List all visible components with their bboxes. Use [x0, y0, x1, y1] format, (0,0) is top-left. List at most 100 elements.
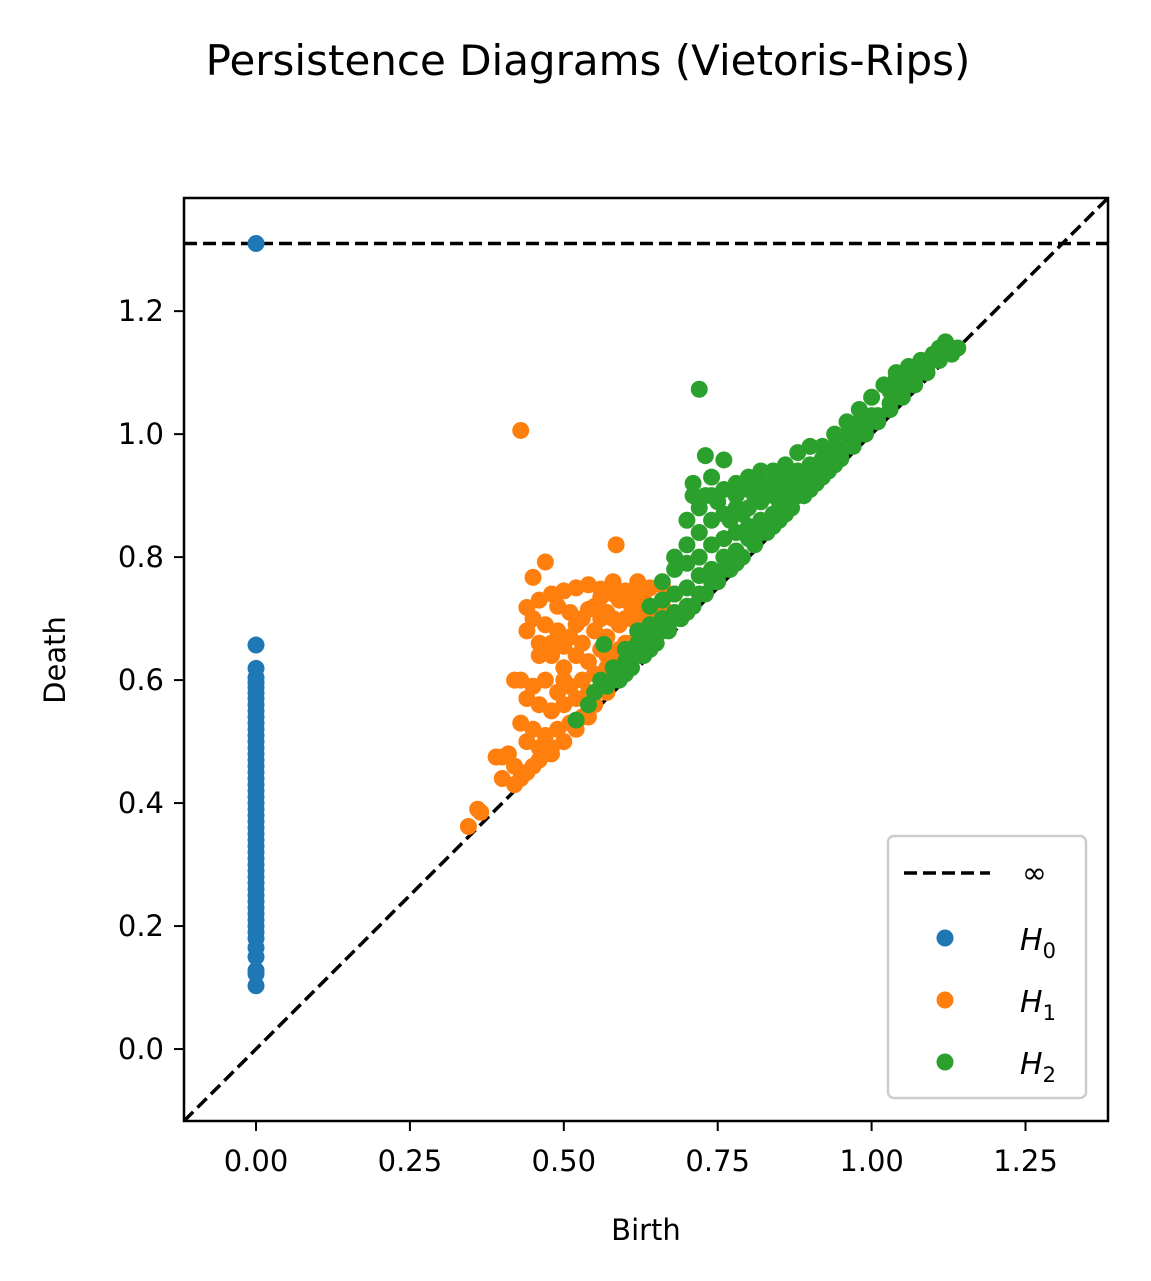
data-point — [696, 447, 714, 465]
data-point — [746, 536, 764, 554]
data-point — [918, 351, 936, 369]
y-tick-label: 1.0 — [118, 417, 164, 451]
legend: ∞ H0 H1 H2 — [886, 834, 1088, 1100]
data-point — [715, 451, 733, 469]
data-point — [604, 573, 622, 591]
x-tick-label: 0.50 — [532, 1144, 597, 1178]
data-point — [709, 573, 727, 591]
data-point — [635, 647, 653, 665]
data-point — [524, 568, 542, 586]
data-point — [623, 659, 641, 677]
data-point — [610, 671, 628, 689]
legend-box — [886, 834, 1088, 1100]
series-h2 — [567, 333, 967, 729]
legend-label-h1: H1 — [1020, 985, 1056, 1025]
data-point — [653, 573, 671, 591]
x-tick-label: 1.25 — [993, 1144, 1058, 1178]
data-point — [930, 339, 948, 357]
y-tick-label: 0.8 — [118, 540, 164, 574]
data-point — [247, 977, 265, 995]
data-point — [678, 511, 696, 529]
data-point — [943, 339, 961, 357]
data-point — [795, 487, 813, 505]
data-point — [893, 382, 911, 400]
x-tick-label: 1.00 — [839, 1144, 904, 1178]
plot-area: 0.00 0.25 0.50 0.75 1.00 1.25 0.0 0.2 0.4 0.6 0.8 1… — [118, 196, 1110, 1178]
data-point — [512, 769, 530, 787]
data-point — [684, 597, 702, 615]
x-tick-label: 0.00 — [224, 1144, 289, 1178]
data-point — [869, 407, 887, 425]
data-point — [647, 634, 665, 652]
legend-marker-h0 — [936, 929, 954, 947]
data-point — [832, 444, 850, 462]
data-point — [629, 585, 647, 603]
data-point — [820, 456, 838, 474]
data-point — [659, 622, 677, 640]
data-point — [807, 474, 825, 492]
series-h0 — [247, 235, 265, 995]
data-point — [607, 536, 625, 554]
data-point — [247, 948, 265, 966]
data-point — [758, 480, 776, 498]
data-point — [684, 487, 702, 505]
y-axis-label: Death — [38, 616, 72, 704]
data-point — [863, 388, 881, 406]
data-point — [838, 413, 856, 431]
data-point — [530, 647, 548, 665]
data-point — [536, 745, 554, 763]
plot-inner — [184, 198, 1108, 1121]
y-tick-label: 0.0 — [118, 1032, 164, 1066]
data-point — [930, 351, 948, 369]
data-point — [783, 487, 801, 505]
data-point — [795, 474, 813, 492]
y-tick-label: 1.2 — [118, 294, 164, 328]
data-point — [758, 524, 776, 542]
data-point — [595, 635, 613, 653]
data-point — [530, 634, 548, 652]
data-point — [801, 437, 819, 455]
data-point — [678, 536, 696, 554]
data-point — [543, 647, 561, 665]
data-point — [733, 505, 751, 523]
data-point — [690, 548, 708, 566]
data-point — [567, 711, 585, 729]
data-point — [567, 616, 585, 634]
legend-marker-h2 — [936, 1053, 954, 1071]
data-point — [826, 425, 844, 443]
data-point — [247, 636, 265, 654]
legend-label-h0: H0 — [1020, 923, 1056, 963]
chart-title: Persistence Diagrams (Vietoris-Rips) — [206, 36, 971, 85]
data-point — [672, 610, 690, 628]
data-point — [844, 431, 862, 449]
data-point — [543, 634, 561, 652]
data-point — [472, 803, 490, 821]
data-point — [906, 370, 924, 388]
x-tick-label: 0.25 — [378, 1144, 443, 1178]
x-tick-label: 0.75 — [685, 1144, 750, 1178]
data-point — [881, 394, 899, 412]
legend-label-h2: H2 — [1020, 1047, 1056, 1087]
data-point — [512, 421, 530, 439]
data-point — [518, 622, 536, 640]
legend-marker-h1 — [936, 991, 954, 1009]
data-point — [770, 511, 788, 529]
y-tick-label: 0.6 — [118, 663, 164, 697]
data-point — [733, 548, 751, 566]
x-axis-label: Birth — [611, 1213, 681, 1247]
data-point — [247, 235, 265, 253]
y-tick-label: 0.2 — [118, 909, 164, 943]
data-point — [536, 671, 554, 689]
data-point — [536, 553, 554, 571]
data-point — [579, 600, 597, 618]
data-point — [555, 671, 573, 689]
data-point — [721, 560, 739, 578]
data-point — [524, 757, 542, 775]
data-point — [752, 462, 770, 480]
data-point — [506, 671, 524, 689]
y-tick-label: 0.4 — [118, 786, 164, 820]
data-point — [459, 817, 477, 835]
legend-infinity-label: ∞ — [1022, 856, 1047, 891]
